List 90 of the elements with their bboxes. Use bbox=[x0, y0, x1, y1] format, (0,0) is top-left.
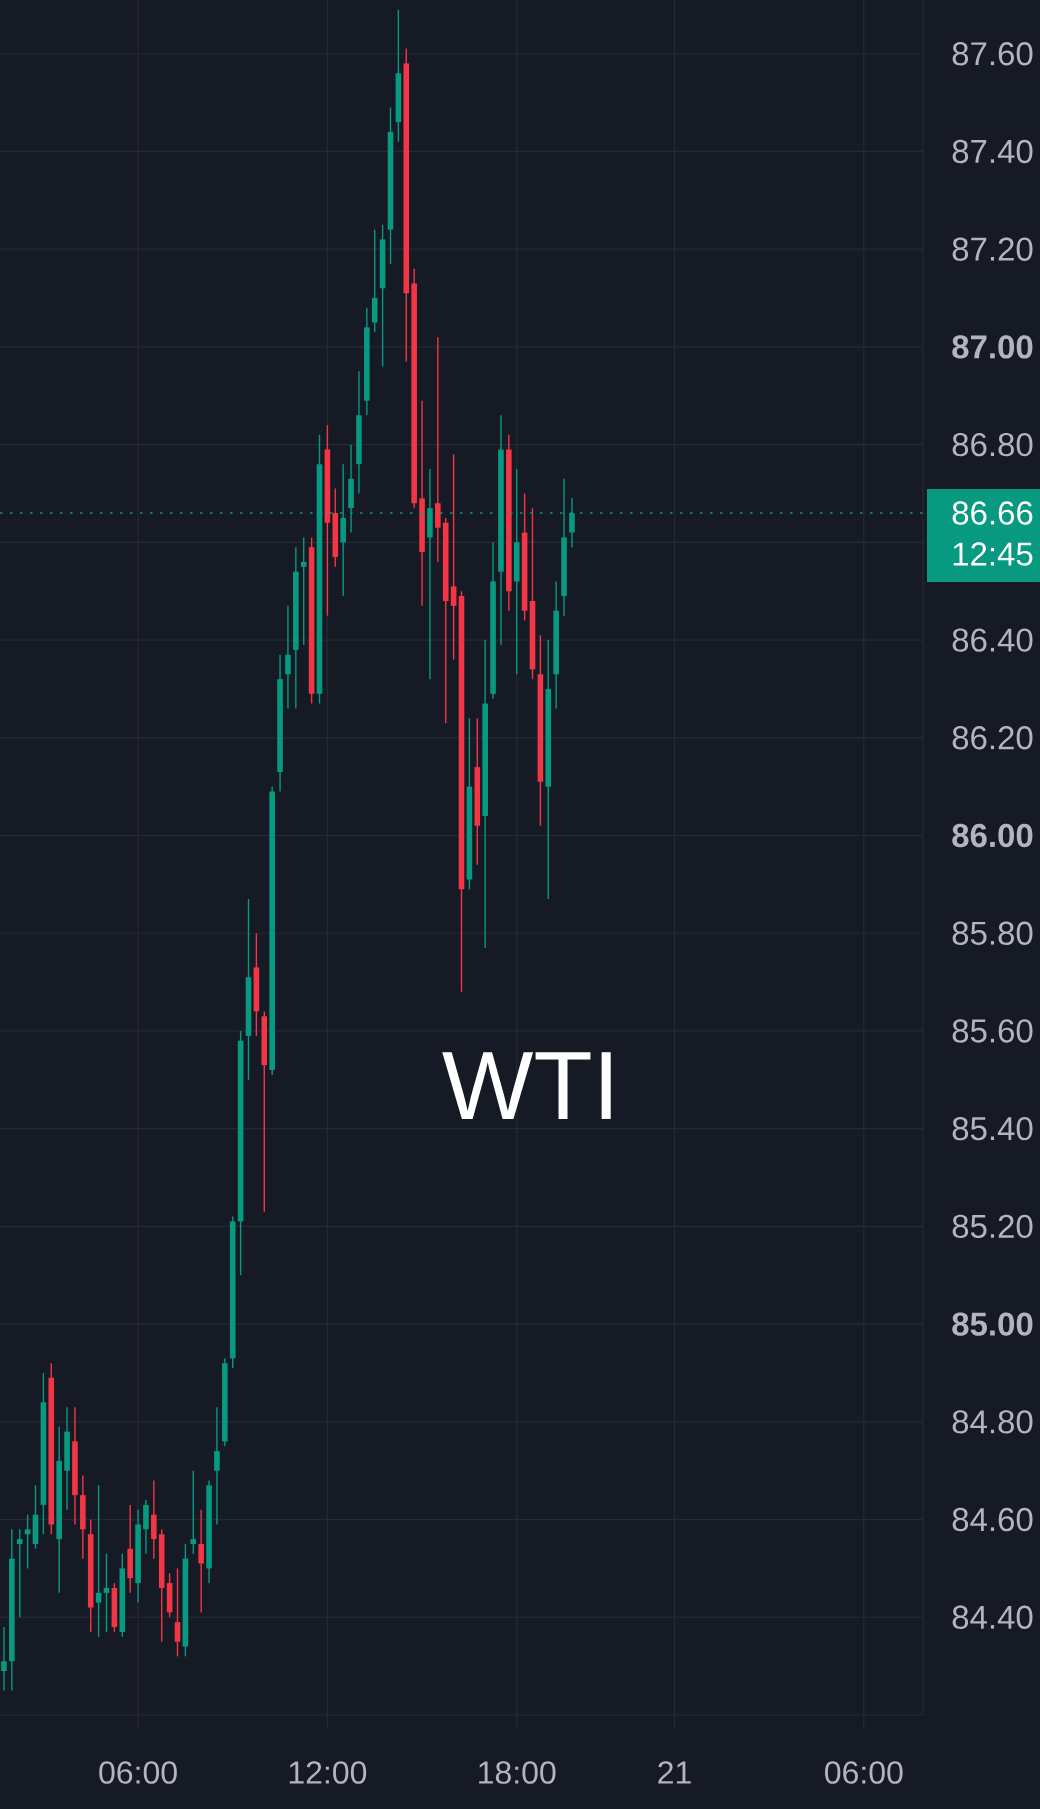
candlestick bbox=[206, 1479, 212, 1584]
candlestick bbox=[103, 1553, 110, 1633]
candlestick bbox=[506, 434, 512, 612]
candlestick bbox=[182, 1543, 189, 1658]
candlestick bbox=[490, 541, 496, 700]
candlestick bbox=[395, 9, 402, 143]
y-tick-label: 84.60 bbox=[952, 1507, 1033, 1532]
y-tick-label: 87.40 bbox=[952, 139, 1033, 164]
y-tick-label: 86.00 bbox=[952, 823, 1033, 848]
candlestick bbox=[293, 546, 299, 710]
x-tick-label: 21 bbox=[658, 1761, 691, 1784]
candlestick bbox=[87, 1518, 94, 1633]
candlestick bbox=[364, 307, 370, 417]
candlestick bbox=[253, 932, 260, 1037]
y-tick-label: 87.60 bbox=[952, 42, 1033, 66]
candlestick bbox=[237, 1030, 244, 1276]
candlestick bbox=[537, 634, 544, 827]
y-tick-label: 86.40 bbox=[952, 628, 1033, 652]
candlestick bbox=[356, 370, 362, 495]
candlestick bbox=[277, 654, 283, 793]
ref-line-label: 86.66 bbox=[952, 501, 1033, 525]
candlestick bbox=[111, 1582, 118, 1633]
candlestick bbox=[419, 399, 425, 607]
candlestick bbox=[379, 224, 386, 368]
candlestick bbox=[332, 487, 339, 568]
candlestick bbox=[119, 1553, 126, 1638]
x-tick-label: 06:00 bbox=[99, 1761, 177, 1784]
candlestick bbox=[466, 717, 473, 890]
y-tick-label: 87.00 bbox=[952, 335, 1033, 359]
candlestick bbox=[442, 517, 449, 724]
text: 12:45 bbox=[953, 542, 1033, 566]
candlestick bbox=[553, 580, 559, 710]
y-tick-label: 84.40 bbox=[952, 1605, 1033, 1629]
candlestick bbox=[24, 1513, 31, 1570]
candlestick bbox=[474, 717, 481, 866]
candlestick bbox=[143, 1499, 149, 1555]
candlestick bbox=[387, 106, 394, 265]
candlestick bbox=[261, 1010, 268, 1213]
candlestick bbox=[214, 1406, 220, 1526]
candlestick bbox=[48, 1362, 55, 1535]
candlestick bbox=[56, 1426, 62, 1594]
y-tick-label: 86.20 bbox=[952, 726, 1033, 750]
text: WTI bbox=[442, 1052, 611, 1119]
candlestick bbox=[1, 1626, 7, 1692]
x-tick-label: 06:00 bbox=[825, 1761, 903, 1784]
candlestick bbox=[174, 1567, 181, 1658]
y-tick-label: 85.20 bbox=[952, 1214, 1033, 1239]
y-tick-label: 85.40 bbox=[952, 1116, 1033, 1141]
candlestick bbox=[80, 1474, 86, 1560]
candlestick bbox=[435, 336, 441, 563]
candlestick bbox=[32, 1484, 39, 1550]
candlestick bbox=[229, 1215, 236, 1369]
candlestick bbox=[450, 453, 457, 661]
candlestick bbox=[198, 1509, 204, 1614]
y-tick-label: 85.80 bbox=[952, 921, 1033, 945]
candlestick bbox=[245, 898, 252, 1081]
y-tick-label: 86.80 bbox=[952, 432, 1033, 457]
candlestick bbox=[308, 536, 315, 705]
y-tick-label: 85.60 bbox=[952, 1019, 1033, 1043]
candlestick bbox=[222, 1357, 228, 1447]
candlestick bbox=[513, 468, 520, 675]
candlestick bbox=[403, 48, 410, 363]
x-tick-label: 12:00 bbox=[289, 1761, 367, 1784]
candlestick bbox=[324, 424, 331, 617]
candlestick bbox=[521, 492, 528, 622]
candlestick bbox=[72, 1406, 78, 1526]
candlestick bbox=[269, 785, 275, 1076]
y-tick-label: 84.80 bbox=[952, 1410, 1033, 1434]
candlestick bbox=[40, 1372, 47, 1535]
candlestick bbox=[135, 1509, 141, 1604]
candlestick bbox=[16, 1528, 23, 1618]
candlestick bbox=[458, 590, 465, 993]
candlestick bbox=[190, 1469, 197, 1555]
candlestick bbox=[482, 639, 488, 949]
candlestick bbox=[545, 639, 552, 900]
candlestick bbox=[158, 1528, 165, 1643]
candlestick bbox=[95, 1484, 102, 1638]
candlestick bbox=[9, 1528, 15, 1692]
candlestick bbox=[64, 1406, 70, 1511]
candlestick bbox=[127, 1504, 133, 1594]
candlestick bbox=[300, 536, 307, 646]
x-tick-label: 18:00 bbox=[479, 1761, 556, 1784]
y-tick-label: 85.00 bbox=[952, 1312, 1033, 1336]
candlestick bbox=[166, 1572, 173, 1618]
candlestick bbox=[529, 507, 536, 680]
y-tick-label: 87.20 bbox=[952, 237, 1033, 261]
candlestick bbox=[411, 268, 417, 509]
candlestick bbox=[151, 1479, 157, 1560]
candlestick bbox=[285, 605, 291, 710]
candlestick bbox=[371, 228, 378, 333]
